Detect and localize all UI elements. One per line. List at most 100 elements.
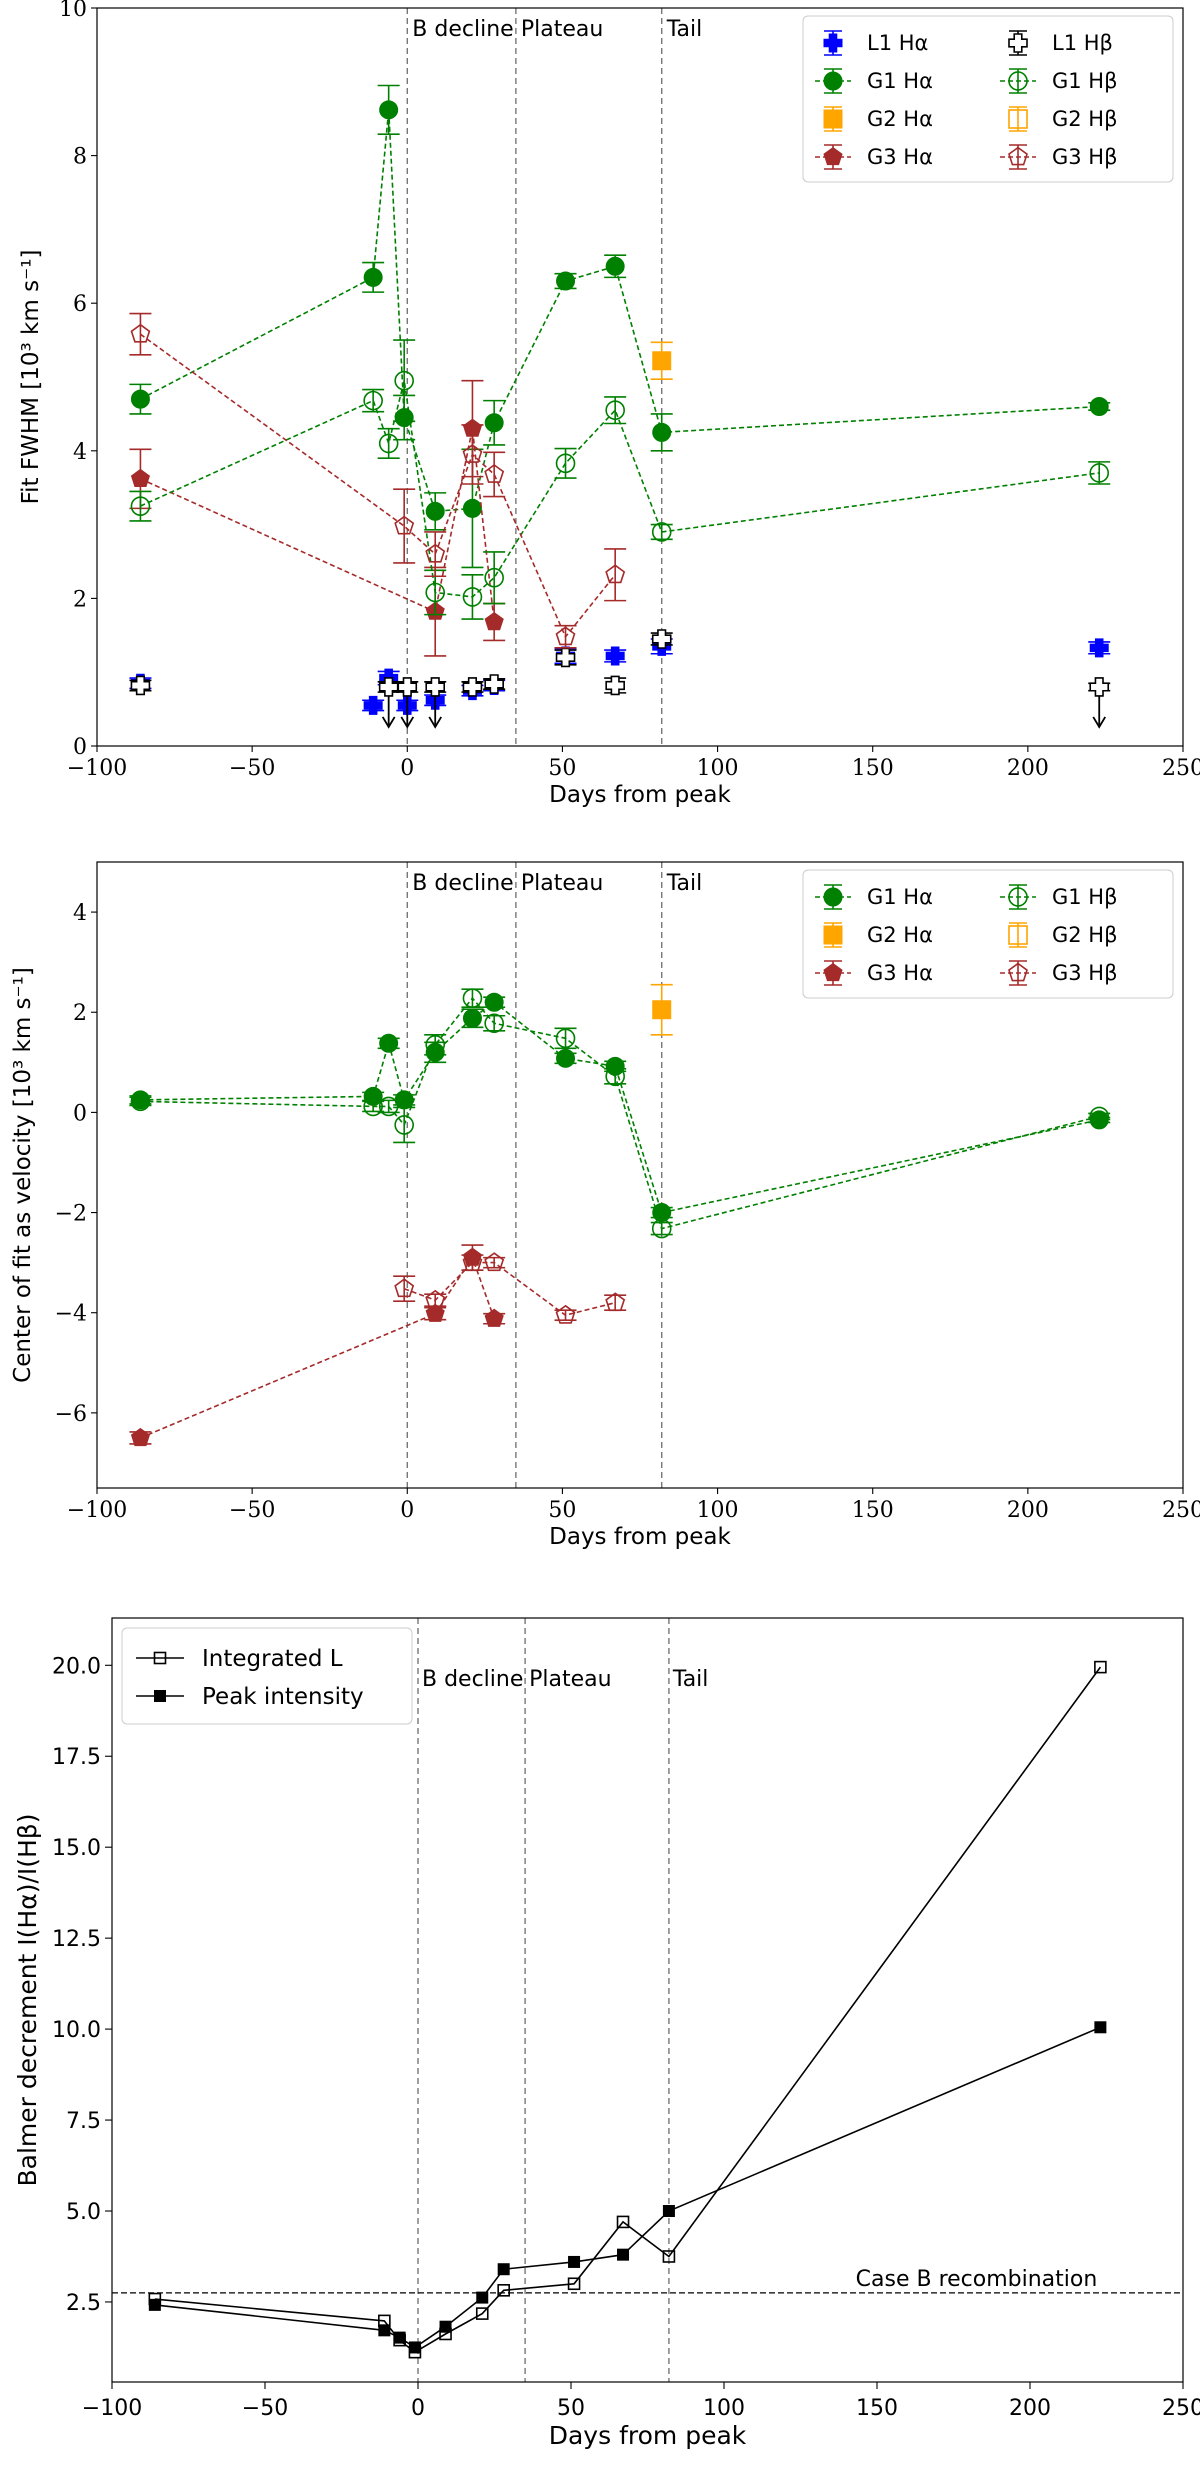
series-line	[140, 996, 1100, 1230]
data-point	[605, 646, 625, 666]
legend-label: G1 Hα	[867, 885, 933, 909]
x-tick-label: 100	[697, 1498, 739, 1523]
series-g1-h	[129, 988, 1111, 1239]
data-point	[1089, 677, 1110, 697]
data-point	[484, 611, 504, 631]
data-point	[476, 2291, 489, 2304]
plot-frame	[96, 861, 1184, 1489]
legend-marker	[153, 1651, 167, 1665]
phase-label: Tail	[672, 1667, 709, 1692]
x-tick-label: −50	[229, 1498, 275, 1523]
data-point	[394, 1278, 415, 1298]
series-line	[140, 428, 495, 623]
data-point	[1094, 2021, 1107, 2034]
data-point	[605, 564, 626, 584]
legend: L1 Hα G1 Hα G2 Hα G3 Hα L1 Hβ G1 Hβ G2 Hβ G3 Hβ	[802, 15, 1174, 183]
data-point	[568, 2255, 581, 2268]
data-point	[652, 422, 672, 442]
legend-box	[802, 869, 1174, 999]
legend-box	[802, 15, 1174, 183]
legend-label: L1 Hα	[867, 31, 928, 55]
legend-label: G2 Hα	[867, 107, 933, 131]
legend-item-g1-h: G1 Hβ	[1000, 68, 1118, 94]
x-tick-label: −100	[67, 756, 127, 781]
data-point	[484, 1252, 505, 1272]
data-point	[425, 582, 446, 603]
x-tick-label: 150	[852, 1498, 894, 1523]
legend-label: Integrated L	[202, 1646, 343, 1672]
x-tick-label: 50	[548, 756, 576, 781]
x-tick-label: 50	[548, 1498, 576, 1523]
data-point	[484, 567, 504, 588]
legend-item-g1-h: G1 Hα	[815, 884, 933, 910]
legend-item-g1-h: G1 Hβ	[1000, 884, 1118, 910]
data-point	[484, 674, 504, 694]
legend-marker	[1008, 71, 1028, 91]
data-point	[1089, 638, 1109, 658]
legend-label: G3 Hβ	[1052, 145, 1118, 169]
x-tick-label: 100	[703, 2396, 745, 2421]
series-peak-intensity	[148, 2021, 1107, 2354]
series-g3-h	[129, 379, 506, 657]
legend-label: G1 Hα	[867, 69, 933, 93]
data-point	[363, 1096, 383, 1117]
y-tick-label: 8	[73, 145, 87, 170]
data-point	[556, 271, 576, 291]
x-tick-label: 0	[400, 1498, 414, 1523]
x-tick-label: 250	[1162, 756, 1200, 781]
phase-label: Plateau	[521, 17, 603, 42]
data-point	[363, 695, 383, 715]
y-tick-label: 5.0	[66, 2200, 101, 2225]
data-point	[408, 2341, 421, 2354]
series-g3-h	[393, 1252, 627, 1324]
data-point	[394, 515, 415, 535]
data-point	[484, 464, 505, 483]
data-point	[363, 390, 383, 411]
data-point	[567, 2277, 581, 2291]
data-point	[662, 2205, 675, 2218]
y-tick-label: 7.5	[66, 2109, 101, 2134]
phase-label: Tail	[666, 871, 703, 896]
data-point	[1094, 1660, 1107, 1674]
data-point	[497, 2284, 510, 2297]
data-point	[652, 1000, 672, 1020]
data-point	[130, 323, 151, 343]
y-tick-label: 0	[73, 735, 87, 760]
data-point	[425, 501, 445, 521]
data-point	[651, 1218, 672, 1239]
legend-marker	[823, 887, 843, 907]
data-point	[394, 1115, 414, 1135]
data-point	[605, 1066, 625, 1087]
data-point	[130, 1091, 151, 1112]
data-point	[497, 2263, 510, 2276]
series-g2-h	[650, 341, 673, 381]
legend-label: Peak intensity	[202, 1684, 364, 1710]
data-point	[555, 1028, 576, 1049]
data-point	[616, 2215, 630, 2229]
legend-marker	[1008, 33, 1028, 53]
legend-marker	[823, 71, 843, 91]
phase-label: B decline	[412, 17, 513, 42]
x-tick-label: −50	[242, 2396, 288, 2421]
legend-item-g2-h: G2 Hβ	[1008, 922, 1118, 948]
legend-marker	[154, 1690, 166, 1702]
series-line	[140, 1255, 495, 1439]
phase-label: Tail	[666, 17, 703, 42]
legend-marker	[823, 33, 843, 53]
legend-marker	[823, 146, 843, 166]
data-point	[130, 675, 151, 696]
x-tick-label: 0	[411, 2396, 425, 2421]
legend-marker	[823, 925, 843, 945]
legend-marker	[1008, 109, 1028, 129]
data-point	[393, 2331, 406, 2344]
data-point	[462, 988, 483, 1009]
legend-item-g2-h: G2 Hα	[823, 922, 933, 948]
x-tick-label: 0	[400, 756, 414, 781]
series-l1-h	[129, 629, 1111, 729]
data-point	[475, 2307, 489, 2320]
upper-limit-arrowhead	[400, 716, 415, 729]
legend-marker	[823, 109, 843, 129]
legend-marker	[1008, 925, 1028, 945]
legend-box	[121, 1627, 413, 1725]
velocity-center-chart: B decline Plateau Tail −100 −50 0 50 100 150 200 2…	[10, 861, 1200, 1550]
